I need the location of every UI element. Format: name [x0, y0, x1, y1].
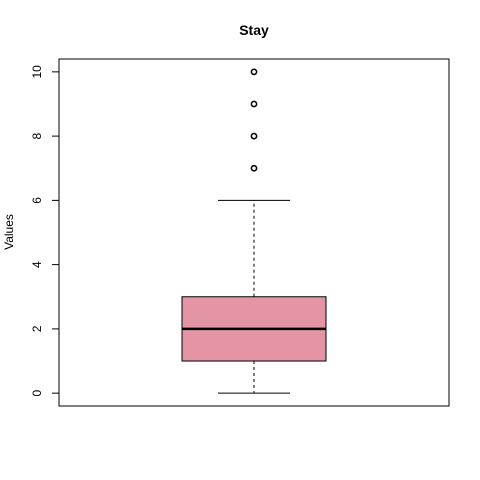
y-tick-label-6: 6	[30, 197, 44, 204]
y-tick-label-2: 2	[30, 325, 44, 332]
outlier-point-10	[250, 68, 258, 76]
outlier-point-8	[250, 132, 258, 140]
chart-title: Stay	[239, 22, 269, 38]
y-tick-label-0: 0	[30, 389, 44, 396]
outlier-point-9	[250, 100, 258, 108]
y-tick-label-4: 4	[30, 261, 44, 268]
box-group	[181, 68, 327, 394]
outlier-point-7	[250, 164, 258, 172]
y-tick-label-10: 10	[30, 65, 44, 79]
y-tick-label-8: 8	[30, 132, 44, 139]
y-axis-label: Values	[2, 214, 16, 250]
y-axis: 0 2 4 6 8 10	[30, 65, 60, 396]
